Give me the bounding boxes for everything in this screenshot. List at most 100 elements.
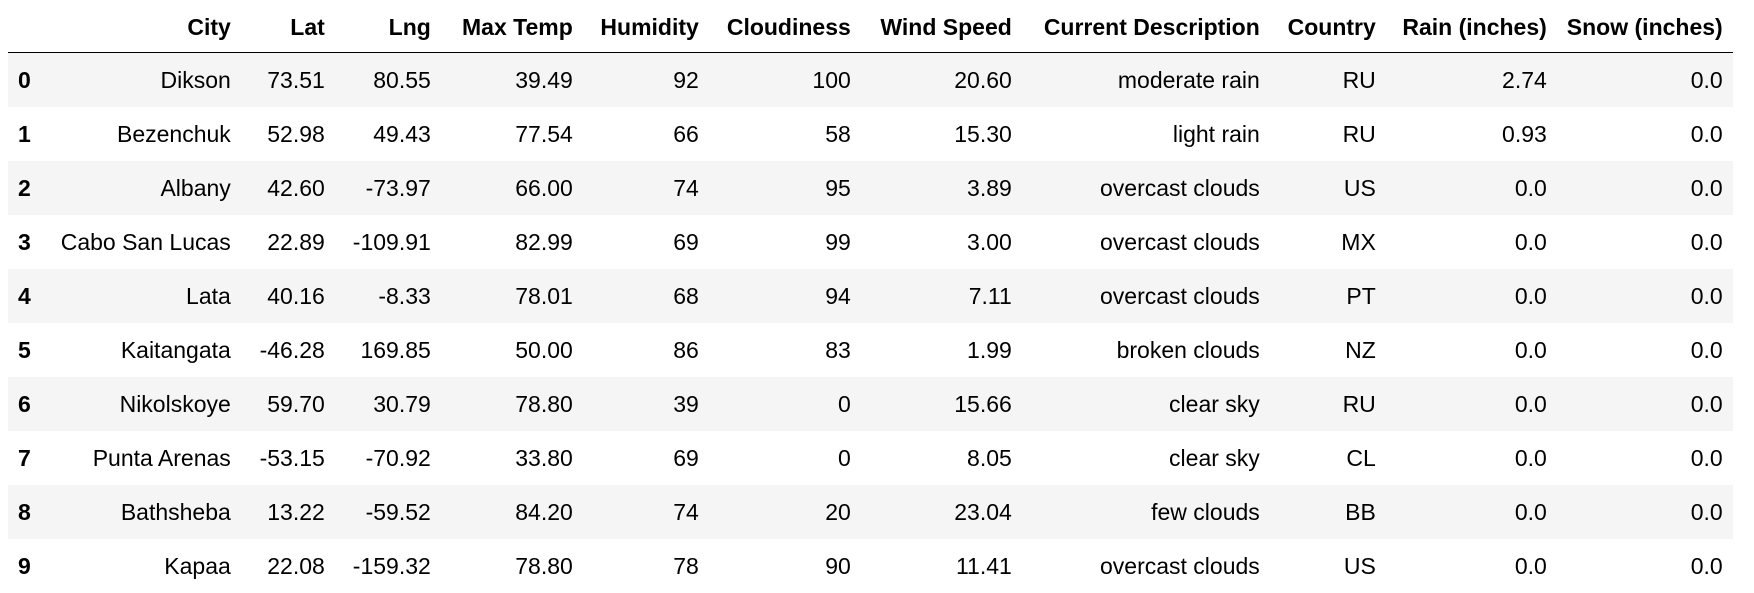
cell-snow: 0.0 [1557,539,1733,593]
cell-country: RU [1270,107,1386,161]
cell-lat: 22.08 [241,539,335,593]
cell-humidity: 86 [583,323,709,377]
cell-lng: 30.79 [335,377,441,431]
cell-wind-speed: 11.41 [861,539,1022,593]
cell-humidity: 69 [583,431,709,485]
cell-wind-speed: 23.04 [861,485,1022,539]
cell-wind-speed: 15.66 [861,377,1022,431]
row-index: 7 [8,431,41,485]
cell-current-description: few clouds [1022,485,1270,539]
cell-wind-speed: 15.30 [861,107,1022,161]
cell-cloudiness: 83 [709,323,861,377]
column-header-cloudiness: Cloudiness [709,2,861,53]
cell-snow: 0.0 [1557,323,1733,377]
cell-city: Punta Arenas [41,431,241,485]
column-header-current-description: Current Description [1022,2,1270,53]
cell-lat: -46.28 [241,323,335,377]
table-header-row: City Lat Lng Max Temp Humidity Cloudines… [8,2,1733,53]
cell-max-temp: 33.80 [441,431,583,485]
cell-snow: 0.0 [1557,269,1733,323]
cell-lng: -159.32 [335,539,441,593]
row-index: 9 [8,539,41,593]
cell-city: Lata [41,269,241,323]
cell-max-temp: 78.01 [441,269,583,323]
cell-country: PT [1270,269,1386,323]
cell-wind-speed: 8.05 [861,431,1022,485]
cell-wind-speed: 20.60 [861,53,1022,108]
cell-lng: -109.91 [335,215,441,269]
cell-country: US [1270,161,1386,215]
cell-current-description: moderate rain [1022,53,1270,108]
cell-current-description: light rain [1022,107,1270,161]
cell-humidity: 69 [583,215,709,269]
cell-rain: 0.0 [1386,161,1557,215]
cell-city: Bathsheba [41,485,241,539]
cell-snow: 0.0 [1557,107,1733,161]
cell-humidity: 39 [583,377,709,431]
cell-lng: -59.52 [335,485,441,539]
column-header-snow: Snow (inches) [1557,2,1733,53]
cell-lat: 52.98 [241,107,335,161]
cell-snow: 0.0 [1557,53,1733,108]
cell-country: CL [1270,431,1386,485]
row-index: 4 [8,269,41,323]
row-index: 8 [8,485,41,539]
cell-lat: 13.22 [241,485,335,539]
cell-city: Kaitangata [41,323,241,377]
cell-city: Kapaa [41,539,241,593]
cell-snow: 0.0 [1557,485,1733,539]
cell-country: RU [1270,53,1386,108]
cell-wind-speed: 3.00 [861,215,1022,269]
cell-cloudiness: 90 [709,539,861,593]
cell-rain: 0.0 [1386,269,1557,323]
cell-rain: 0.0 [1386,431,1557,485]
cell-cloudiness: 100 [709,53,861,108]
cell-lat: 22.89 [241,215,335,269]
cell-cloudiness: 99 [709,215,861,269]
column-header-lng: Lng [335,2,441,53]
cell-humidity: 78 [583,539,709,593]
cell-current-description: broken clouds [1022,323,1270,377]
column-header-city: City [41,2,241,53]
cell-country: US [1270,539,1386,593]
cell-cloudiness: 94 [709,269,861,323]
cell-rain: 0.93 [1386,107,1557,161]
cell-wind-speed: 1.99 [861,323,1022,377]
cell-rain: 0.0 [1386,377,1557,431]
cell-cloudiness: 0 [709,431,861,485]
cell-snow: 0.0 [1557,431,1733,485]
cell-max-temp: 82.99 [441,215,583,269]
cell-lng: 49.43 [335,107,441,161]
cell-humidity: 68 [583,269,709,323]
column-header-rain: Rain (inches) [1386,2,1557,53]
cell-snow: 0.0 [1557,161,1733,215]
cell-current-description: overcast clouds [1022,269,1270,323]
cell-snow: 0.0 [1557,377,1733,431]
cell-rain: 2.74 [1386,53,1557,108]
cell-country: NZ [1270,323,1386,377]
cell-cloudiness: 20 [709,485,861,539]
cell-current-description: clear sky [1022,431,1270,485]
cell-city: Nikolskoye [41,377,241,431]
cell-humidity: 92 [583,53,709,108]
column-header-wind-speed: Wind Speed [861,2,1022,53]
cell-rain: 0.0 [1386,323,1557,377]
cell-country: MX [1270,215,1386,269]
cell-lat: 59.70 [241,377,335,431]
cell-humidity: 74 [583,485,709,539]
index-header [8,2,41,53]
cell-city: Bezenchuk [41,107,241,161]
row-index: 1 [8,107,41,161]
cell-current-description: overcast clouds [1022,539,1270,593]
column-header-lat: Lat [241,2,335,53]
